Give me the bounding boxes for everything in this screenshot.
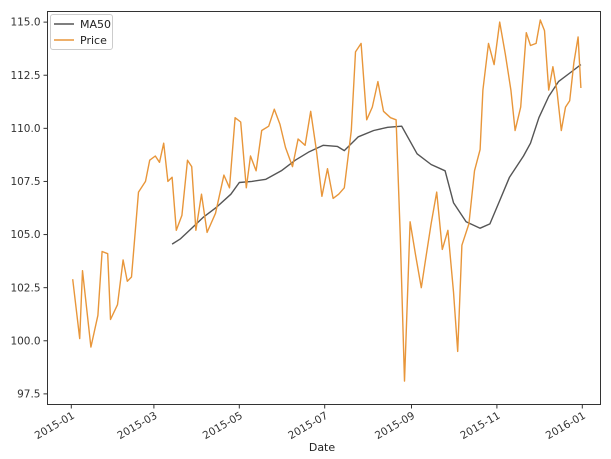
x-tick-label: 2015-11	[458, 410, 502, 442]
y-tick-label: 107.5	[10, 176, 40, 188]
series-line-price	[72, 19, 582, 382]
y-tick-label: 115.0	[10, 17, 40, 29]
x-tick-label: 2015-09	[373, 410, 417, 442]
series-line-ma50	[171, 64, 582, 245]
y-tick-label: 102.5	[10, 282, 40, 294]
legend-label-ma50: MA50	[80, 18, 111, 31]
x-tick-label: 2015-01	[33, 410, 77, 442]
y-axis: 97.5 100.0 102.5 105.0 107.5 110.0 112.5 115.0	[10, 17, 48, 400]
y-tick-label: 97.5	[17, 388, 40, 400]
y-tick-label: 112.5	[10, 70, 40, 82]
series-layer	[72, 19, 582, 382]
legend-label-price: Price	[80, 34, 107, 47]
x-tick-label: 2015-07	[286, 410, 330, 442]
x-tick-label: 2015-05	[201, 410, 245, 442]
y-tick-label: 110.0	[10, 123, 40, 135]
x-tick-label: 2016-01	[544, 410, 588, 442]
x-axis: 2015-01 2015-03 2015-05 2015-07 2015-09 2015-…	[33, 404, 588, 442]
y-tick-label: 105.0	[10, 229, 40, 241]
x-axis-label: Date	[309, 441, 336, 454]
x-tick-label: 2015-03	[115, 410, 159, 442]
plot-frame	[47, 11, 601, 405]
y-tick-label: 100.0	[10, 335, 40, 347]
legend[interactable]: MA50 Price	[50, 14, 113, 50]
